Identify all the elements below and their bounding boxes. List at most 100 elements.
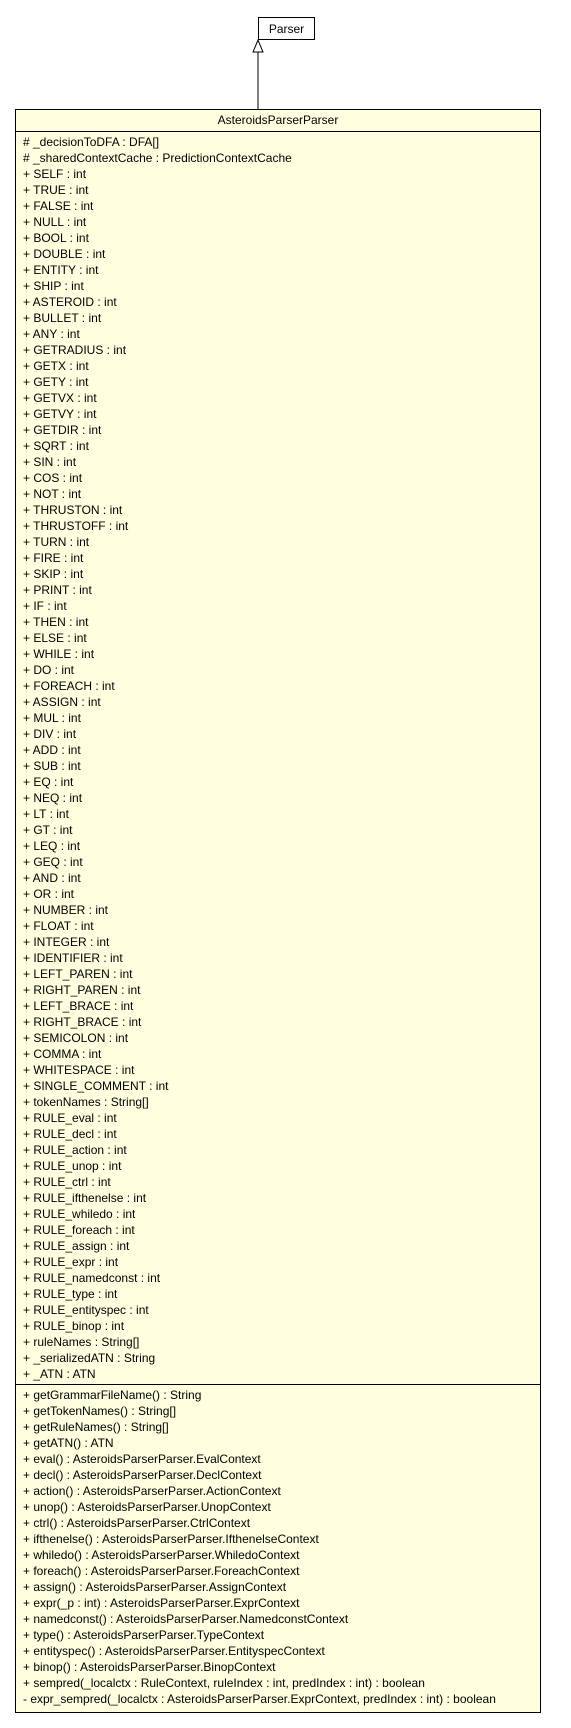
method-item: + ifthenelse() : AsteroidsParserParser.I… [23, 1532, 319, 1546]
attribute-item: + RULE_binop : int [23, 1319, 125, 1333]
attribute-item: + SKIP : int [23, 567, 84, 581]
method-item: + namedconst() : AsteroidsParserParser.N… [23, 1612, 349, 1626]
attribute-item: + _serializedATN : String [23, 1351, 156, 1365]
attribute-item: + NOT : int [23, 487, 82, 501]
attribute-item: + THEN : int [23, 615, 89, 629]
method-item: + expr(_p : int) : AsteroidsParserParser… [23, 1596, 300, 1610]
attribute-item: + ENTITY : int [23, 263, 99, 277]
class-name: AsteroidsParserParser [16, 110, 540, 132]
attribute-item: + NUMBER : int [23, 903, 109, 917]
attribute-item: + RULE_type : int [23, 1287, 118, 1301]
method-item: + binop() : AsteroidsParserParser.BinopC… [23, 1660, 276, 1674]
methods-section: + getGrammarFileName() : String + getToke… [16, 1385, 540, 1709]
method-item: + action() : AsteroidsParserParser.Actio… [23, 1484, 281, 1498]
attribute-item: + RIGHT_PAREN : int [23, 983, 141, 997]
method-item: + type() : AsteroidsParserParser.TypeCon… [23, 1628, 265, 1642]
attribute-item: + COMMA : int [23, 1047, 102, 1061]
method-item: + getTokenNames() : String[] [23, 1404, 177, 1418]
attribute-item: + BOOL : int [23, 231, 89, 245]
attribute-item: + RULE_assign : int [23, 1239, 130, 1253]
attribute-item: + FALSE : int [23, 199, 94, 213]
method-item: + sempred(_localctx : RuleContext, ruleI… [23, 1676, 425, 1690]
attribute-item: + INTEGER : int [23, 935, 110, 949]
attribute-item: + ASTEROID : int [23, 295, 117, 309]
attribute-item: + LEFT_PAREN : int [23, 967, 133, 981]
attribute-item: + OR : int [23, 887, 75, 901]
attribute-item: + IDENTIFIER : int [23, 951, 123, 965]
attribute-item: + NEQ : int [23, 791, 83, 805]
attribute-item: + RULE_unop : int [23, 1159, 122, 1173]
attribute-item: + ANY : int [23, 327, 80, 341]
attribute-item: + RULE_decl : int [23, 1127, 117, 1141]
attribute-item: + THRUSTON : int [23, 503, 123, 517]
attribute-item: + THRUSTOFF : int [23, 519, 129, 533]
attribute-item: + FOREACH : int [23, 679, 115, 693]
attribute-item: + LEFT_BRACE : int [23, 999, 134, 1013]
attribute-item: + GETY : int [23, 375, 89, 389]
attribute-item: + SIN : int [23, 455, 77, 469]
attribute-item: # _decisionToDFA : DFA[] [23, 135, 160, 149]
method-item: + getATN() : ATN [23, 1436, 114, 1450]
attribute-item: + WHILE : int [23, 647, 95, 661]
attribute-item: + NULL : int [23, 215, 87, 229]
attribute-item: + WHITESPACE : int [23, 1063, 135, 1077]
attribute-item: + RULE_foreach : int [23, 1223, 135, 1237]
attribute-item: + PRINT : int [23, 583, 92, 597]
attribute-item: + DO : int [23, 663, 75, 677]
attribute-item: + BULLET : int [23, 311, 102, 325]
attribute-item: + FIRE : int [23, 551, 84, 565]
attribute-item: + LEQ : int [23, 839, 81, 853]
method-item: + decl() : AsteroidsParserParser.DeclCon… [23, 1468, 262, 1482]
attribute-item: + RULE_ifthenelse : int [23, 1191, 147, 1205]
attribute-item: + SELF : int [23, 167, 87, 181]
attribute-item: + GETVX : int [23, 391, 97, 405]
attribute-item: + GETRADIUS : int [23, 343, 127, 357]
attribute-item: + GEQ : int [23, 855, 83, 869]
attribute-item: + RULE_action : int [23, 1143, 127, 1157]
method-item: + whiledo() : AsteroidsParserParser.Whil… [23, 1548, 300, 1562]
method-item: + foreach() : AsteroidsParserParser.Fore… [23, 1564, 300, 1578]
attribute-item: + SHIP : int [23, 279, 84, 293]
attribute-item: + LT : int [23, 807, 69, 821]
attribute-item: + RULE_expr : int [23, 1255, 119, 1269]
attribute-item: + SINGLE_COMMENT : int [23, 1079, 169, 1093]
attribute-item: + RULE_entityspec : int [23, 1303, 149, 1317]
attribute-item: + ADD : int [23, 743, 81, 757]
attribute-item: + RULE_whiledo : int [23, 1207, 136, 1221]
method-item: + unop() : AsteroidsParserParser.UnopCon… [23, 1500, 271, 1514]
method-item: + eval() : AsteroidsParserParser.EvalCon… [23, 1452, 261, 1466]
attribute-item: + ASSIGN : int [23, 695, 101, 709]
parent-class-name: Parser [268, 21, 305, 36]
attribute-item: + _ATN : ATN [23, 1367, 96, 1381]
attribute-item: + DIV : int [23, 727, 77, 741]
attribute-item: + COS : int [23, 471, 83, 485]
attribute-item: + GT : int [23, 823, 73, 837]
attribute-item: + RULE_eval : int [23, 1111, 117, 1125]
attribute-item: # _sharedContextCache : PredictionContex… [23, 151, 292, 165]
attribute-item: + DOUBLE : int [23, 247, 106, 261]
attribute-item: + SEMICOLON : int [23, 1031, 129, 1045]
attribute-item: + IF : int [23, 599, 67, 613]
method-item: + entityspec() : AsteroidsParserParser.E… [23, 1644, 325, 1658]
parent-class-parser: Parser [258, 17, 315, 40]
attribute-item: + RULE_namedconst : int [23, 1271, 161, 1285]
class-asteroidsparserparser: AsteroidsParserParser # _decisionToDFA :… [15, 109, 541, 1713]
inheritance-arrow [252, 38, 264, 109]
method-item: + getRuleNames() : String[] [23, 1420, 169, 1434]
attribute-item: + ELSE : int [23, 631, 87, 645]
attribute-item: + AND : int [23, 871, 81, 885]
attribute-item: + TURN : int [23, 535, 90, 549]
attributes-section: # _decisionToDFA : DFA[] # _sharedContext… [16, 132, 540, 1385]
attribute-item: + GETVY : int [23, 407, 97, 421]
attribute-item: + tokenNames : String[] [23, 1095, 149, 1109]
method-item: + assign() : AsteroidsParserParser.Assig… [23, 1580, 287, 1594]
method-item: + getGrammarFileName() : String [23, 1388, 202, 1402]
attribute-item: + RULE_ctrl : int [23, 1175, 111, 1189]
attribute-item: + EQ : int [23, 775, 74, 789]
attribute-item: + FLOAT : int [23, 919, 94, 933]
attribute-item: + SQRT : int [23, 439, 89, 453]
attribute-item: + SUB : int [23, 759, 81, 773]
attribute-item: + GETDIR : int [23, 423, 102, 437]
attribute-item: + RIGHT_BRACE : int [23, 1015, 142, 1029]
attribute-item: + ruleNames : String[] [23, 1335, 140, 1349]
